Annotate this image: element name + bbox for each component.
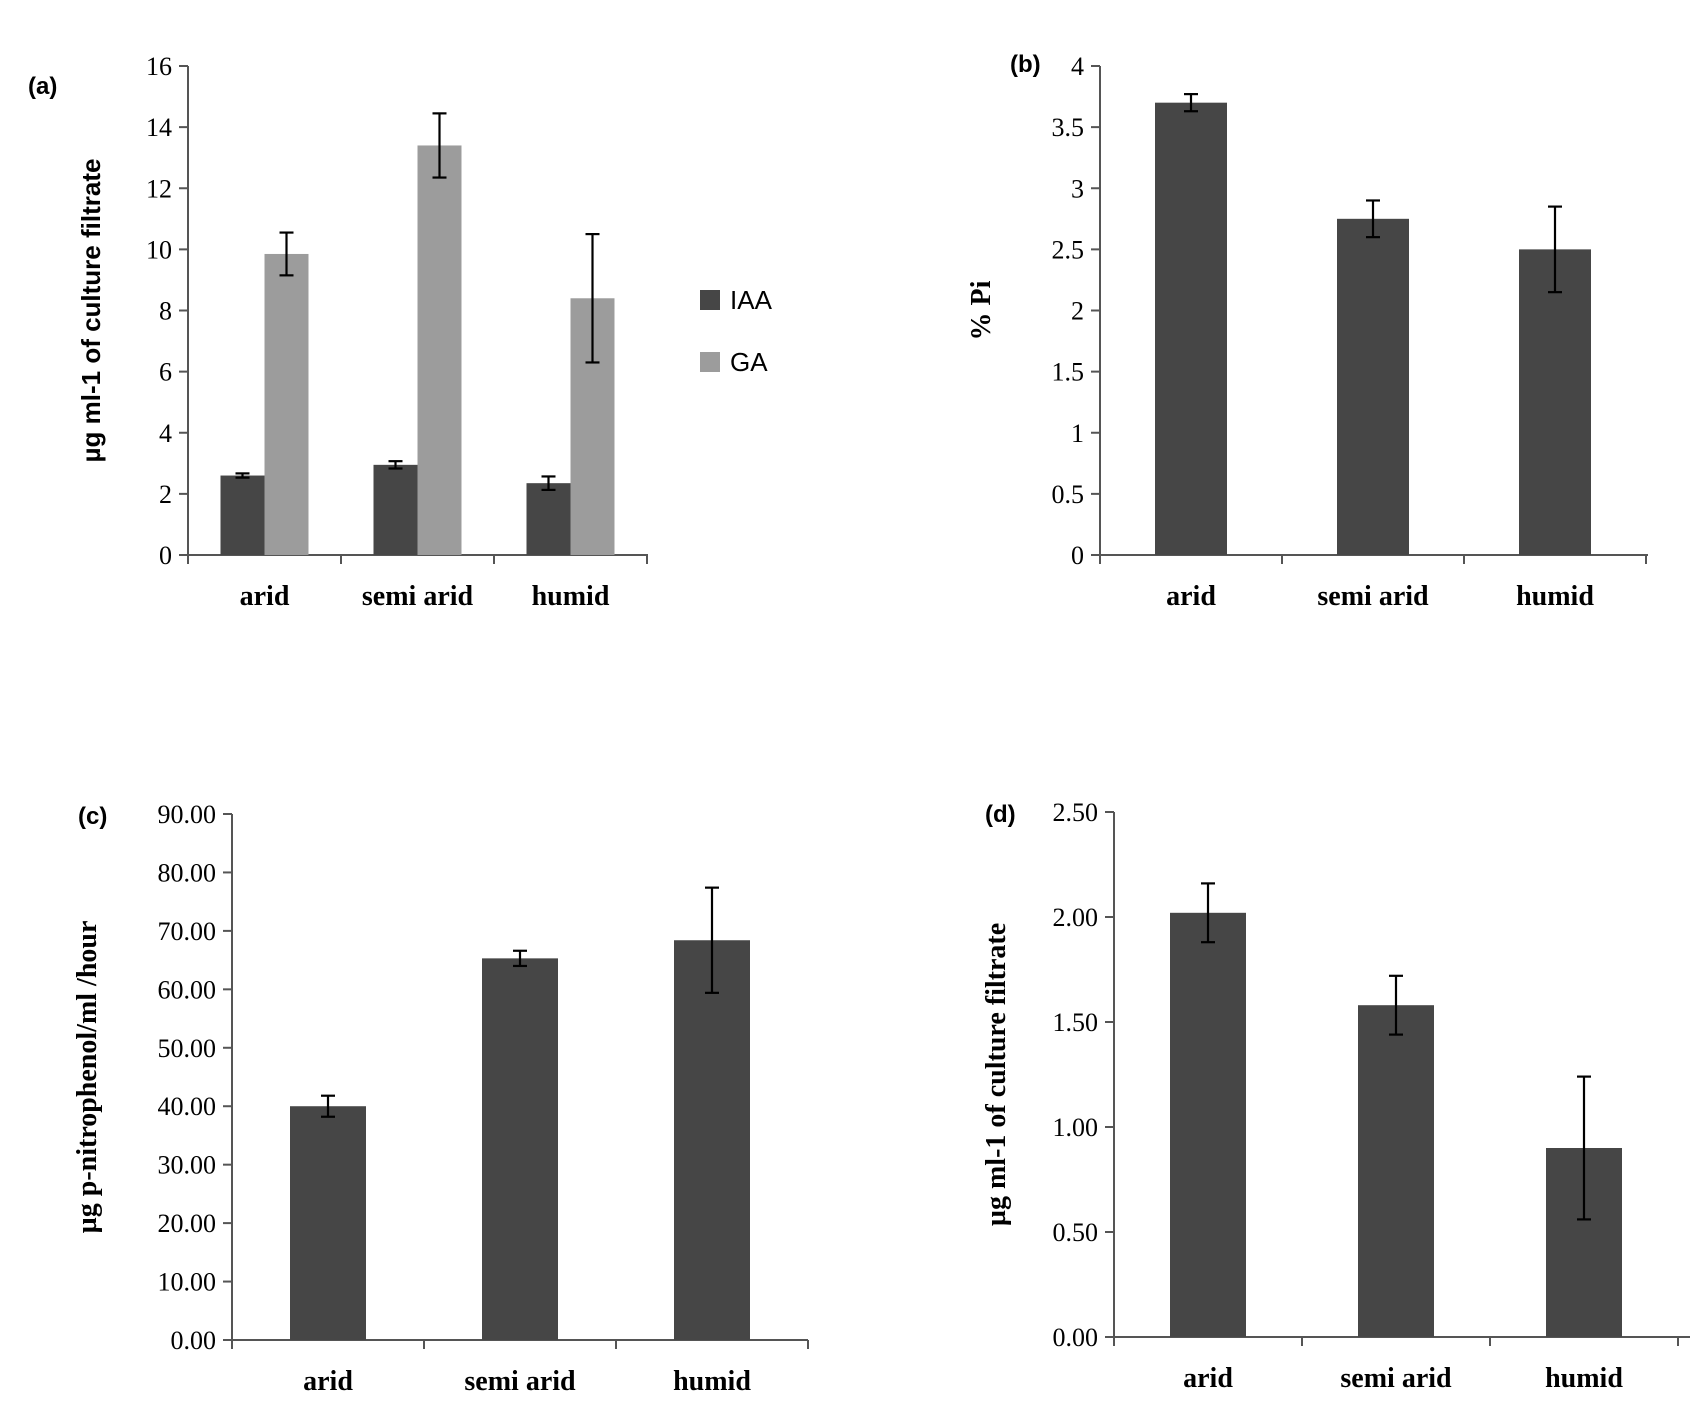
error-bar (705, 886, 719, 994)
category-label-arid: arid (1166, 581, 1216, 612)
category-label-semi-arid: semi arid (1317, 581, 1429, 612)
panel-b: 0 0.5 1 1.5 2 2.5 3 3.5 4 arid semi arid humid % Pi (… (966, 51, 1648, 612)
y-tick-label: 0.50 (1053, 1218, 1099, 1247)
legend-label: IAA (730, 285, 773, 315)
legend: IAA GA (700, 285, 773, 377)
y-tick-label: 4 (159, 419, 172, 448)
category-label-humid: humid (1516, 581, 1594, 612)
y-tick-label: 14 (146, 113, 172, 142)
bar-pi-arid (1155, 102, 1227, 556)
y-tick-label: 90.00 (158, 800, 217, 829)
y-tick-label: 20.00 (158, 1209, 217, 1238)
error-bar (1201, 882, 1215, 944)
category-label-arid: arid (1183, 1363, 1233, 1394)
y-tick-label: 40.00 (158, 1092, 217, 1121)
bar-pi-semi-arid (1337, 218, 1409, 555)
panel-tag: (d) (985, 801, 1016, 828)
y-tick-label: 4 (1071, 52, 1084, 81)
y-tick-label: 2 (1071, 297, 1084, 326)
y-tick-label: 16 (146, 52, 172, 81)
y-axis-label: µg p-nitrophenol/ml /hour (72, 921, 103, 1234)
error-bar (541, 475, 556, 492)
bar-value-arid (1170, 912, 1246, 1337)
y-tick-label: 10 (146, 235, 172, 264)
y-tick-label: 3 (1071, 174, 1084, 203)
y-tick-label: 80.00 (158, 858, 217, 887)
y-axis-label: µg ml-1 of culture filtrate (76, 159, 106, 463)
panel-tag: (a) (28, 73, 57, 100)
category-label-humid: humid (673, 1366, 751, 1397)
bar-value-semi-arid (1358, 1005, 1434, 1337)
y-tick-label: 50.00 (158, 1034, 217, 1063)
category-label-semi-arid: semi arid (362, 581, 474, 612)
panel-a: 0 2 4 6 8 10 12 14 16 arid semi arid humid µg ml-1 o… (28, 52, 773, 612)
category-label-semi-arid: semi arid (1340, 1363, 1452, 1394)
bar-iaa-arid (220, 475, 265, 555)
bar-ga-arid (264, 253, 309, 555)
error-bar (432, 112, 447, 179)
category-label-semi-arid: semi arid (464, 1366, 576, 1397)
y-axis-label: % Pi (966, 280, 997, 340)
legend-swatch (700, 290, 720, 310)
y-tick-label: 1 (1071, 419, 1084, 448)
error-bar (1577, 1075, 1591, 1221)
y-tick-label: 0 (159, 541, 172, 570)
category-label-arid: arid (240, 581, 290, 612)
y-tick-label: 0.00 (171, 1326, 217, 1355)
legend-label: GA (730, 347, 768, 377)
panel-d: 0.00 0.50 1.00 1.50 2.00 2.50 arid semi arid hum… (981, 798, 1690, 1394)
category-label-humid: humid (532, 581, 610, 612)
panel-c: 0.00 10.00 20.00 30.00 40.00 50.00 60.00 70.00 8… (72, 800, 809, 1397)
y-tick-label: 2.50 (1053, 798, 1099, 827)
y-tick-label: 6 (159, 358, 172, 387)
y-tick-label: 2.00 (1053, 903, 1099, 932)
y-tick-label: 70.00 (158, 917, 217, 946)
error-bar (1184, 93, 1198, 113)
category-label-humid: humid (1545, 1363, 1623, 1394)
bar-phosphatase-humid (674, 940, 750, 1340)
error-bar (1389, 974, 1403, 1036)
error-bar (585, 232, 600, 364)
bar-phosphatase-arid (290, 1106, 366, 1340)
y-tick-label: 2 (159, 480, 172, 509)
error-bar (235, 472, 250, 479)
y-tick-label: 30.00 (158, 1151, 217, 1180)
panel-tag: (b) (1010, 51, 1041, 78)
error-bar (1548, 205, 1562, 294)
error-bar (513, 949, 527, 968)
y-tick-label: 0 (1071, 541, 1084, 570)
error-bar (321, 1094, 335, 1118)
y-tick-label: 10.00 (158, 1268, 217, 1297)
y-tick-label: 8 (159, 297, 172, 326)
y-tick-label: 2.5 (1052, 235, 1085, 264)
y-tick-label: 60.00 (158, 975, 217, 1004)
error-bar (1366, 199, 1380, 239)
error-bar (388, 460, 403, 470)
error-bar (279, 231, 294, 277)
bar-iaa-humid (526, 483, 571, 555)
y-tick-label: 0.00 (1053, 1323, 1099, 1352)
y-tick-label: 1.5 (1052, 358, 1085, 387)
y-tick-label: 0.5 (1052, 480, 1085, 509)
y-axis-label: µg ml-1 of culture filtrate (981, 923, 1012, 1226)
bar-iaa-semi-arid (373, 464, 418, 555)
panel-tag: (c) (78, 803, 107, 830)
bar-ga-semi-arid (417, 145, 462, 555)
y-tick-label: 1.50 (1053, 1008, 1099, 1037)
y-tick-label: 12 (146, 174, 172, 203)
legend-swatch (700, 352, 720, 372)
bar-pi-humid (1519, 249, 1591, 555)
y-tick-label: 1.00 (1053, 1113, 1099, 1142)
category-label-arid: arid (303, 1366, 353, 1397)
bar-phosphatase-semi-arid (482, 958, 558, 1340)
y-tick-label: 3.5 (1052, 113, 1085, 142)
